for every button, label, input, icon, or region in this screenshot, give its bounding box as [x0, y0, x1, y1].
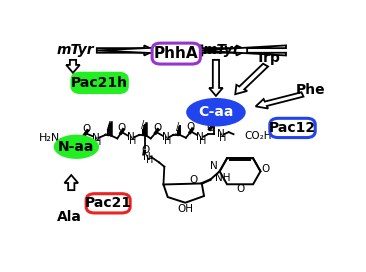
Text: N-aa: N-aa: [58, 140, 94, 154]
Text: Pac21: Pac21: [85, 196, 132, 210]
Text: N: N: [210, 161, 218, 171]
Text: ···: ···: [173, 130, 181, 139]
Text: O: O: [236, 184, 244, 194]
Text: O: O: [187, 122, 195, 132]
Polygon shape: [97, 45, 202, 55]
Text: H: H: [219, 133, 227, 143]
Text: N: N: [143, 152, 151, 162]
Text: O: O: [189, 175, 197, 185]
Ellipse shape: [54, 135, 99, 159]
Polygon shape: [209, 60, 223, 96]
Text: H: H: [199, 135, 206, 146]
Text: O: O: [82, 124, 90, 134]
Text: PhhA: PhhA: [154, 46, 198, 61]
Polygon shape: [66, 60, 80, 73]
Polygon shape: [198, 45, 286, 55]
Text: OH: OH: [177, 203, 193, 214]
Text: H₂N: H₂N: [39, 133, 60, 143]
FancyBboxPatch shape: [86, 194, 130, 213]
Text: mTyr: mTyr: [57, 44, 94, 57]
Ellipse shape: [186, 98, 246, 126]
Text: H: H: [146, 155, 154, 165]
Polygon shape: [64, 175, 78, 190]
Text: NH: NH: [215, 172, 231, 183]
Text: O: O: [261, 164, 269, 174]
Text: /: /: [176, 122, 179, 132]
Text: O: O: [117, 123, 126, 133]
FancyBboxPatch shape: [72, 73, 127, 92]
Text: N: N: [217, 129, 225, 139]
Text: Phe: Phe: [296, 83, 326, 97]
Text: C-aa: C-aa: [198, 105, 234, 119]
Text: H: H: [130, 136, 137, 146]
Text: CO₂H: CO₂H: [244, 131, 272, 141]
Polygon shape: [97, 45, 155, 55]
Polygon shape: [255, 92, 303, 109]
Text: N: N: [127, 132, 135, 142]
Polygon shape: [235, 64, 268, 94]
Text: N: N: [92, 133, 100, 143]
Text: H: H: [164, 136, 171, 146]
Polygon shape: [198, 45, 247, 55]
Text: O: O: [141, 145, 149, 155]
Text: O: O: [207, 123, 215, 133]
Text: /: /: [107, 121, 110, 131]
Text: Trp: Trp: [256, 51, 281, 65]
Text: O: O: [153, 123, 161, 133]
Text: mTyr: mTyr: [203, 44, 240, 57]
Text: Ala: Ala: [57, 210, 82, 224]
Text: N: N: [196, 132, 204, 142]
FancyBboxPatch shape: [152, 43, 200, 64]
FancyBboxPatch shape: [270, 118, 315, 138]
Text: N: N: [161, 132, 169, 142]
Text: /: /: [141, 120, 144, 130]
Text: ···: ···: [103, 130, 111, 139]
Text: Pac12: Pac12: [269, 121, 316, 135]
Text: H: H: [94, 137, 101, 147]
Text: Pac21h: Pac21h: [71, 76, 128, 90]
